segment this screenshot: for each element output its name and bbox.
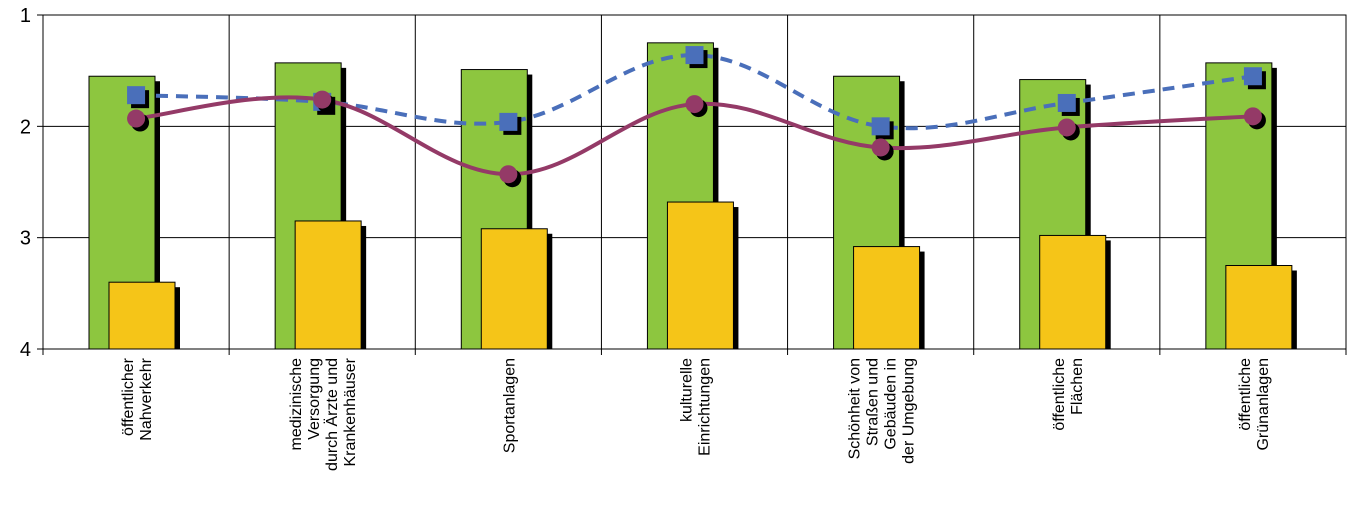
category-label: öffentlicher (120, 357, 137, 436)
marker-square (1057, 93, 1076, 112)
marker-square (685, 46, 704, 65)
marker-circle (1243, 107, 1262, 126)
marker-square (871, 117, 890, 136)
bar-yellow (1225, 265, 1293, 350)
marker-square (499, 112, 518, 131)
marker-square (127, 86, 146, 105)
category-label: öffentliche (1237, 358, 1254, 431)
bar-yellow (294, 220, 362, 350)
category-label: kulturelle (679, 358, 696, 422)
bars (88, 42, 1297, 350)
y-tick-label: 2 (20, 116, 31, 138)
category-label: Krankenhäuser (342, 357, 359, 466)
marker-circle (1057, 118, 1076, 137)
y-tick-label: 3 (20, 228, 31, 250)
bar-yellow (480, 228, 548, 350)
marker-circle (499, 165, 518, 184)
category-label: Flächen (1069, 358, 1086, 415)
category-label: öffentliche (1051, 358, 1068, 431)
marker-square (1243, 67, 1262, 86)
category-label: Sportanlagen (501, 358, 518, 453)
category-label: Straßen und (865, 358, 882, 446)
category-label: durch Ärzte und (323, 358, 341, 471)
lines (127, 46, 1266, 188)
bar-yellow (853, 246, 921, 350)
plot-border (42, 14, 1347, 350)
marker-circle (685, 95, 704, 114)
marker-circle (313, 90, 332, 109)
y-tick-label: 4 (20, 339, 31, 361)
bar-yellow (108, 281, 176, 350)
bar-yellow (1039, 234, 1107, 350)
category-label: Nahverkehr (138, 357, 155, 440)
category-label: Einrichtungen (697, 358, 714, 456)
category-label: Grünanlagen (1255, 358, 1272, 451)
category-label: medizinische (288, 358, 305, 451)
marker-circle (127, 109, 146, 128)
y-tick-label: 1 (20, 5, 31, 27)
axes: 1 2 3 4 (20, 5, 1347, 361)
marker-circle (871, 138, 890, 157)
category-label: der Umgebung (901, 358, 918, 464)
category-label: Gebäuden in (883, 358, 900, 450)
labels: öffentlicher Nahverkehr medizinische Versor… (120, 357, 1272, 471)
bar-yellow (666, 201, 734, 350)
category-label: Versorgung (306, 358, 323, 440)
category-label: Schönheit von (847, 358, 864, 459)
